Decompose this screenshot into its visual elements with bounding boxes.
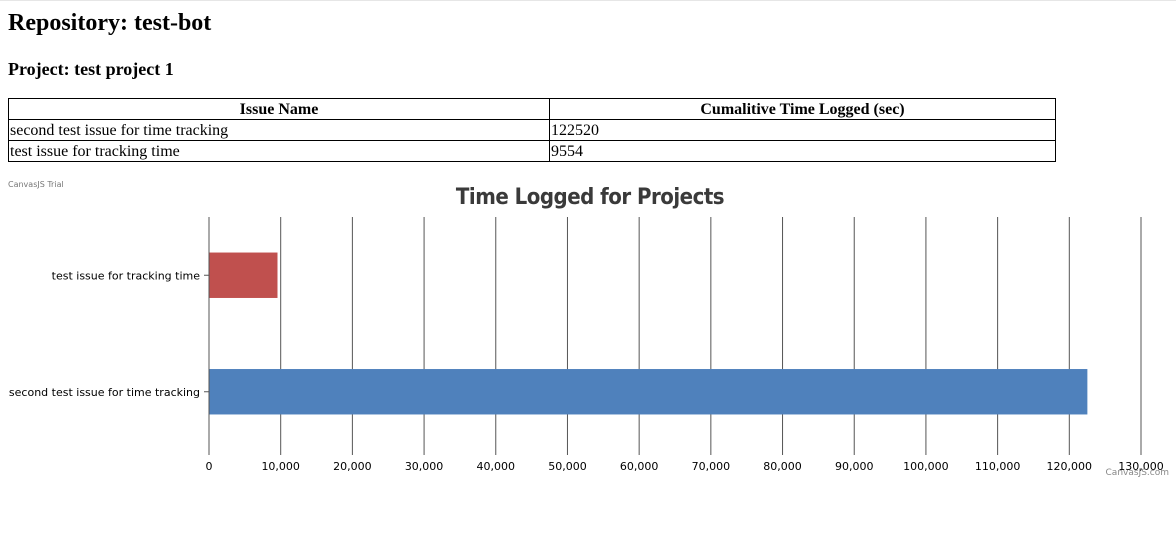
table-row: second test issue for time tracking 1225… — [8, 119, 1056, 141]
x-tick-label: 120,000 — [1047, 460, 1093, 473]
x-tick-label: 40,000 — [477, 460, 516, 473]
x-tick-label: 90,000 — [835, 460, 874, 473]
x-tick-label: 50,000 — [548, 460, 587, 473]
credit-watermark: CanvasJS.com — [1106, 468, 1169, 478]
bar-chart: CanvasJS Trial Time Logged for Projects … — [8, 180, 1169, 478]
issue-name-cell: test issue for tracking time — [8, 140, 550, 162]
trial-watermark: CanvasJS Trial — [8, 180, 64, 189]
bars — [209, 252, 1088, 415]
x-tick-label: 110,000 — [975, 460, 1021, 473]
gridlines — [280, 217, 1142, 450]
y-tick-label: second test issue for time tracking — [9, 386, 200, 399]
chart-container: CanvasJS Trial Time Logged for Projects … — [0, 171, 1176, 491]
column-header-issue-name: Issue Name — [8, 98, 550, 120]
time-logged-cell: 9554 — [549, 140, 1056, 162]
column-header-time-logged: Cumalitive Time Logged (sec) — [549, 98, 1056, 120]
y-tick-label: test issue for tracking time — [52, 269, 201, 282]
x-tick-label: 80,000 — [763, 460, 802, 473]
issues-table: Issue Name Cumalitive Time Logged (sec) … — [8, 98, 1056, 162]
x-tick-label: 60,000 — [620, 460, 659, 473]
time-logged-cell: 122520 — [549, 119, 1056, 141]
x-tick-label: 20,000 — [333, 460, 372, 473]
table-row: test issue for tracking time 9554 — [8, 140, 1056, 162]
x-tick-label: 0 — [206, 460, 213, 473]
repository-title: Repository: test-bot — [8, 10, 212, 36]
x-tick-label: 30,000 — [405, 460, 444, 473]
x-tick-label: 100,000 — [903, 460, 949, 473]
bar[interactable] — [209, 369, 1088, 415]
axes: 0 10,000 20,000 30,000 40,000 50,000 60,000 70,… — [9, 217, 1164, 473]
x-tick-label: 70,000 — [692, 460, 731, 473]
issue-name-cell: second test issue for time tracking — [8, 119, 550, 141]
table-header-row: Issue Name Cumalitive Time Logged (sec) — [8, 98, 1056, 120]
project-title: Project: test project 1 — [8, 59, 174, 79]
bar[interactable] — [209, 252, 278, 298]
x-tick-label: 10,000 — [261, 460, 300, 473]
chart-title: Time Logged for Projects — [456, 185, 724, 210]
x-tick-label: 130,000 — [1118, 460, 1164, 473]
